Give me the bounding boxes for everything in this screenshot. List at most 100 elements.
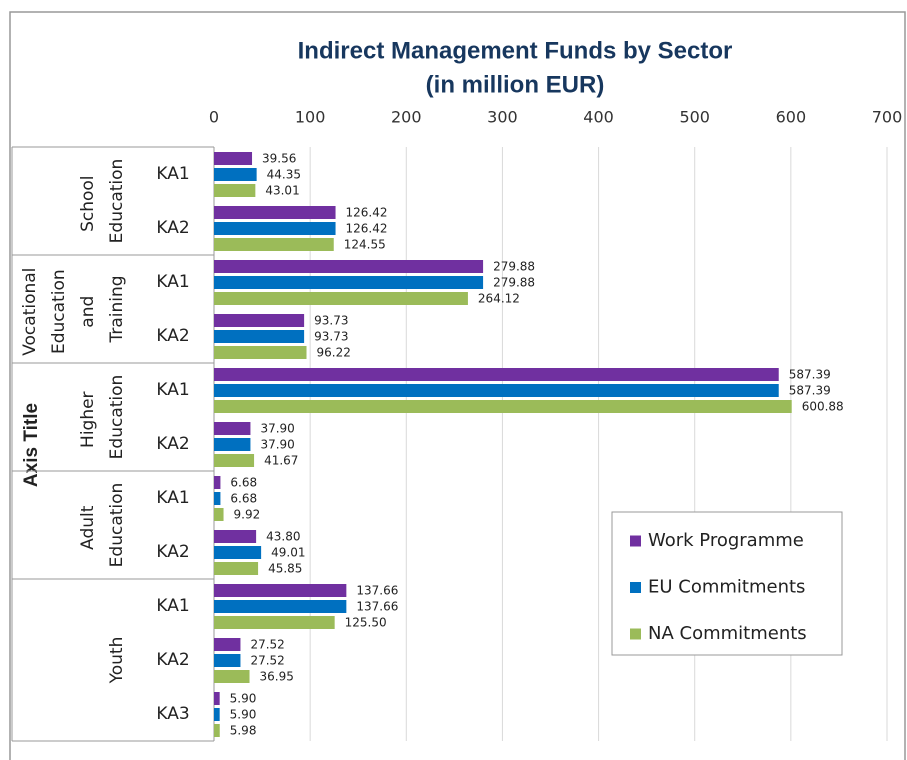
category-label: KA2	[156, 434, 189, 454]
bar	[214, 422, 251, 435]
bar	[214, 530, 257, 543]
data-label: 96.22	[317, 346, 351, 360]
data-label: 27.52	[250, 638, 284, 652]
bar	[214, 168, 257, 181]
data-label: 124.55	[344, 238, 386, 252]
group-label: Adult Education	[78, 483, 127, 568]
legend-box	[611, 511, 843, 656]
data-label: 137.66	[356, 600, 398, 614]
data-label: 37.90	[260, 422, 294, 436]
data-label: 5.90	[230, 692, 257, 706]
category-label: KA1	[156, 488, 189, 508]
bar	[214, 314, 305, 327]
bar	[214, 438, 251, 451]
x-tick-label: 0	[209, 108, 219, 127]
bar	[214, 638, 241, 651]
bar	[214, 330, 305, 343]
data-label: 36.95	[260, 670, 294, 684]
category-label: KA2	[156, 542, 189, 562]
legend-swatch	[630, 535, 641, 547]
chart-title: Indirect Management Funds by Sector	[298, 37, 733, 64]
bar	[214, 692, 220, 705]
data-label: 587.39	[789, 368, 831, 382]
data-label: 43.01	[265, 184, 299, 198]
bar	[214, 546, 262, 559]
legend-label: Work Programme	[648, 530, 804, 551]
group-label: Youth	[107, 637, 127, 685]
data-label: 126.42	[346, 206, 388, 220]
x-tick-label: 600	[776, 108, 807, 127]
y-axis-title: Axis Title	[21, 403, 42, 487]
data-label: 5.98	[230, 724, 257, 738]
data-label: 5.90	[230, 708, 257, 722]
bar	[214, 260, 484, 273]
category-label: KA3	[156, 704, 189, 724]
group-label: Higher Education	[78, 375, 127, 460]
bar	[214, 276, 484, 289]
data-label: 6.68	[230, 492, 257, 506]
data-label: 126.42	[346, 222, 388, 236]
bar	[214, 152, 253, 165]
legend-swatch	[630, 582, 641, 593]
bar	[214, 584, 347, 597]
data-label: 93.73	[314, 314, 348, 328]
data-label: 125.50	[345, 616, 387, 630]
data-label: 41.67	[264, 454, 298, 468]
category-label: KA2	[156, 218, 189, 238]
bar	[214, 206, 336, 219]
data-label: 587.39	[789, 384, 831, 398]
legend-swatch	[630, 628, 641, 640]
group-label: School Education	[78, 159, 127, 244]
category-label: KA2	[156, 650, 189, 670]
bar	[214, 454, 255, 467]
bar	[214, 346, 307, 359]
bar	[214, 708, 220, 721]
bar	[214, 292, 468, 305]
chart-subtitle: (in million EUR)	[426, 71, 605, 98]
bar	[214, 384, 779, 397]
data-label: 93.73	[314, 330, 348, 344]
legend-label: EU Commitments	[648, 577, 805, 598]
bar	[214, 508, 224, 521]
data-label: 6.68	[230, 476, 257, 490]
data-label: 137.66	[356, 584, 398, 598]
category-label: KA1	[156, 596, 189, 616]
bar	[214, 670, 250, 683]
bar	[214, 238, 334, 251]
data-label: 600.88	[802, 400, 844, 414]
group-label: Vocational Education and Training	[20, 262, 127, 356]
category-label: KA1	[156, 164, 189, 184]
category-label: KA1	[156, 272, 189, 292]
data-label: 39.56	[262, 152, 296, 166]
data-label: 44.35	[267, 168, 301, 182]
x-tick-label: 300	[487, 108, 518, 127]
legend-label: NA Commitments	[648, 623, 807, 644]
x-tick-label: 200	[391, 108, 422, 127]
bar	[214, 562, 259, 575]
bar	[214, 654, 241, 667]
data-label: 264.12	[478, 292, 520, 306]
bar	[214, 222, 336, 235]
bar	[214, 492, 221, 505]
x-tick-label: 400	[583, 108, 614, 127]
data-label: 45.85	[268, 562, 302, 576]
bar	[214, 724, 220, 737]
data-label: 43.80	[266, 530, 300, 544]
data-label: 9.92	[234, 508, 261, 522]
category-label: KA1	[156, 380, 189, 400]
bar	[214, 476, 221, 489]
data-label: 27.52	[250, 654, 284, 668]
bar	[214, 600, 347, 613]
bar	[214, 368, 779, 381]
bar	[214, 400, 792, 413]
x-tick-label: 700	[872, 108, 903, 127]
x-tick-label: 500	[679, 108, 710, 127]
category-label: KA2	[156, 326, 189, 346]
bar	[214, 616, 335, 629]
x-tick-label: 100	[295, 108, 326, 127]
data-label: 49.01	[271, 546, 305, 560]
bar	[214, 184, 256, 197]
data-label: 279.88	[493, 260, 535, 274]
data-label: 37.90	[260, 438, 294, 452]
